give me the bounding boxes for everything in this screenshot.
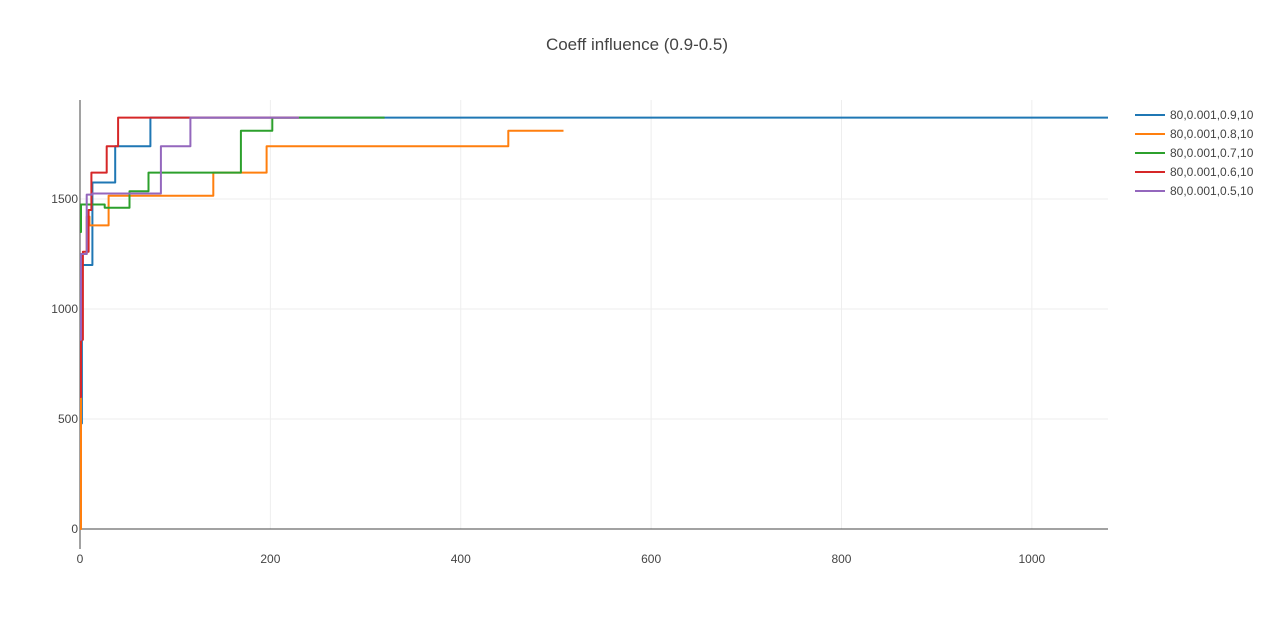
chart-title: Coeff influence (0.9-0.5) (546, 35, 728, 54)
x-tick-label: 200 (260, 552, 280, 566)
x-tick-label: 800 (831, 552, 851, 566)
axes: 0 500 1000 1500 0 200 400 600 800 1000 (51, 100, 1108, 566)
legend-item[interactable]: 80,0.001,0.9,10 (1135, 108, 1254, 122)
legend-label: 80,0.001,0.5,10 (1170, 184, 1254, 198)
legend-item[interactable]: 80,0.001,0.8,10 (1135, 127, 1254, 141)
series-lines (80, 116, 1108, 530)
legend[interactable]: 80,0.001,0.9,10 80,0.001,0.8,10 80,0.001,0… (1135, 108, 1254, 198)
legend-label: 80,0.001,0.8,10 (1170, 127, 1254, 141)
y-tick-label: 1500 (51, 192, 78, 206)
series-line-2[interactable] (80, 129, 564, 530)
x-tick-label: 600 (641, 552, 661, 566)
x-tick-label: 400 (451, 552, 471, 566)
legend-label: 80,0.001,0.6,10 (1170, 165, 1254, 179)
x-tick-label: 1000 (1019, 552, 1046, 566)
series-line-5[interactable] (80, 116, 299, 341)
series-line-1[interactable] (80, 116, 1108, 530)
y-tick-label: 1000 (51, 302, 78, 316)
series-line-3[interactable] (80, 116, 385, 233)
y-tick-label: 500 (58, 412, 78, 426)
legend-item[interactable]: 80,0.001,0.5,10 (1135, 184, 1254, 198)
legend-item[interactable]: 80,0.001,0.6,10 (1135, 165, 1254, 179)
legend-label: 80,0.001,0.9,10 (1170, 108, 1254, 122)
y-tick-label: 0 (71, 522, 78, 536)
gridlines (80, 100, 1108, 529)
legend-label: 80,0.001,0.7,10 (1170, 146, 1254, 160)
x-tick-label: 0 (77, 552, 84, 566)
legend-item[interactable]: 80,0.001,0.7,10 (1135, 146, 1254, 160)
